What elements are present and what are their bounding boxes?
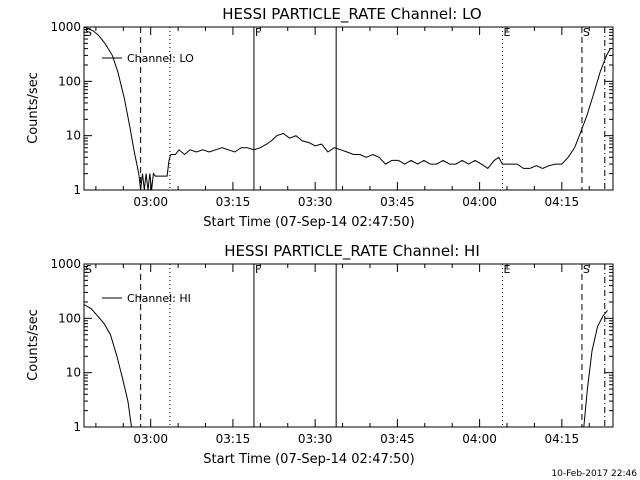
panel-hi-ylabel: Counts/sec	[26, 309, 41, 381]
series-line-lo	[83, 26, 611, 191]
marker-label: F	[255, 263, 261, 276]
y-tick-label: 1000	[50, 257, 81, 271]
x-tick-label: 03:45	[380, 432, 415, 446]
x-tick-label: 03:00	[133, 432, 168, 446]
y-tick-label: 100	[58, 311, 81, 325]
y-tick-label: 10	[66, 366, 81, 380]
x-tick-label: 04:00	[462, 195, 497, 209]
x-tick-label: 03:15	[216, 195, 251, 209]
series-line-hi-late	[583, 310, 608, 428]
marker-label: E	[503, 263, 510, 276]
y-tick-label: 1000	[50, 20, 81, 34]
legend-label-hi: Channel: HI	[127, 292, 191, 305]
series-line-hi	[83, 304, 132, 428]
x-tick-label: 03:00	[133, 195, 168, 209]
x-tick-label: 03:15	[216, 432, 251, 446]
marker-label: E	[503, 26, 510, 39]
panel-lo-title: HESSI PARTICLE_RATE Channel: LO	[222, 5, 481, 24]
x-tick-label: 03:45	[380, 195, 415, 209]
footer-timestamp: 10-Feb-2017 22:46	[551, 469, 637, 479]
x-tick-label: 04:00	[462, 432, 497, 446]
panel-lo-frame	[83, 26, 614, 191]
panel-hi: HESSI PARTICLE_RATE Channel: HI 1 10 100 10…	[26, 242, 614, 467]
panel-lo: HESSI PARTICLE_RATE Channel: LO 1 10 100 10…	[26, 5, 614, 230]
x-tick-label: 03:30	[298, 195, 333, 209]
y-tick-label: 1	[73, 420, 81, 434]
panel-lo-ylabel: Counts/sec	[26, 72, 41, 144]
legend-label-lo: Channel: LO	[127, 52, 194, 65]
y-tick-label: 100	[58, 74, 81, 88]
x-tick-label: 04:15	[545, 195, 580, 209]
panel-hi-frame	[83, 263, 614, 428]
y-tick-label: 1	[73, 183, 81, 197]
marker-label: S	[583, 263, 590, 276]
x-tick-label: 04:15	[545, 432, 580, 446]
panel-hi-xlabel: Start Time (07-Sep-14 02:47:50)	[203, 452, 414, 467]
panel-hi-title: HESSI PARTICLE_RATE Channel: HI	[224, 242, 480, 261]
panel-lo-xlabel: Start Time (07-Sep-14 02:47:50)	[203, 215, 414, 230]
marker-label: S	[583, 26, 590, 39]
x-tick-label: 03:30	[298, 432, 333, 446]
marker-label: S	[85, 26, 92, 39]
marker-label: F	[255, 26, 261, 39]
y-tick-label: 10	[66, 129, 81, 143]
marker-label: S	[85, 263, 92, 276]
